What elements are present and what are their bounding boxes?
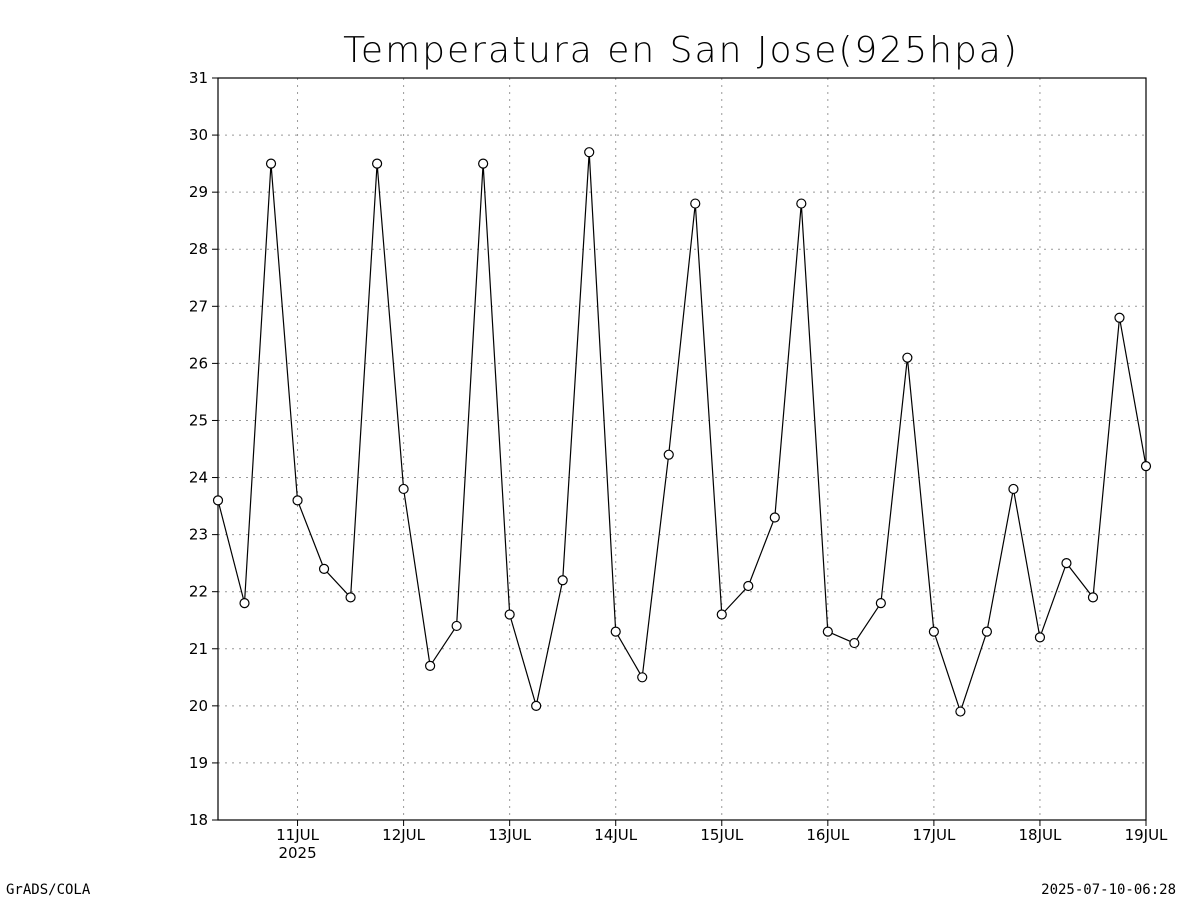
footer-timestamp: 2025-07-10-06:28 [1041,882,1176,898]
y-axis: 18 19 20 21 22 23 24 25 26 27 28 29 30 31 [189,69,218,829]
data-point [796,198,807,209]
x-tick-label: 17JUL [912,826,955,844]
data-point [345,592,356,603]
y-tick-label: 25 [189,411,208,429]
data-point [531,700,542,711]
data-point [478,158,489,169]
data-point [610,626,621,637]
footer-credit: GrADS/COLA [6,882,91,898]
data-point [292,495,303,506]
data-point [371,158,383,169]
y-tick-label: 24 [189,469,208,487]
y-tick-label: 21 [189,640,208,658]
y-tick-label: 27 [189,297,208,315]
y-tick-label: 22 [189,583,208,601]
y-tick-label: 28 [189,240,208,258]
data-point [1114,312,1125,323]
data-point [849,637,860,649]
data-point [451,620,462,632]
data-point [955,706,966,717]
y-tick-label: 20 [189,697,208,715]
x-tick-label: 19JUL [1125,826,1168,844]
x-tick-sublabel: 2025 [278,844,316,862]
data-point [1034,632,1046,643]
x-tick-label: 13JUL [488,826,531,844]
data-point [1061,558,1072,569]
y-tick-label: 26 [189,354,208,372]
data-point [663,449,674,460]
data-point [981,626,993,637]
data-point [557,575,568,586]
data-point [398,483,409,495]
data-point [743,580,754,592]
data-point [1008,483,1019,495]
y-tick-label: 23 [189,526,208,544]
x-tick-label: 18JUL [1019,826,1062,844]
grid-lines [218,78,1146,820]
series-temperature [212,147,1152,717]
y-tick-label: 29 [189,183,208,201]
x-tick-label: 14JUL [594,826,637,844]
y-tick-label: 31 [189,69,208,87]
data-point [504,609,515,620]
y-tick-label: 18 [189,811,208,829]
data-point [716,609,727,620]
chart-title: Temperatura en San Jose(925hpa) [343,30,1019,71]
y-tick-label: 19 [189,754,208,772]
data-point [769,512,780,523]
x-tick-label: 11JUL [276,826,319,844]
data-point [425,660,436,671]
data-point [902,352,913,363]
plot-frame [217,77,1147,821]
data-point [928,626,939,637]
data-point [318,563,330,574]
data-point [239,598,250,609]
data-point [637,672,648,683]
data-point [1087,592,1099,603]
x-tick-label: 16JUL [806,826,849,844]
data-point [265,158,277,169]
data-point [1140,461,1152,472]
data-point [212,495,224,506]
data-point [875,598,886,609]
x-tick-label: 12JUL [382,826,425,844]
data-point [822,626,833,637]
x-tick-label: 15JUL [700,826,743,844]
data-point [690,198,701,209]
data-point [584,147,595,158]
y-tick-label: 30 [189,126,208,144]
series-line [217,152,1147,714]
